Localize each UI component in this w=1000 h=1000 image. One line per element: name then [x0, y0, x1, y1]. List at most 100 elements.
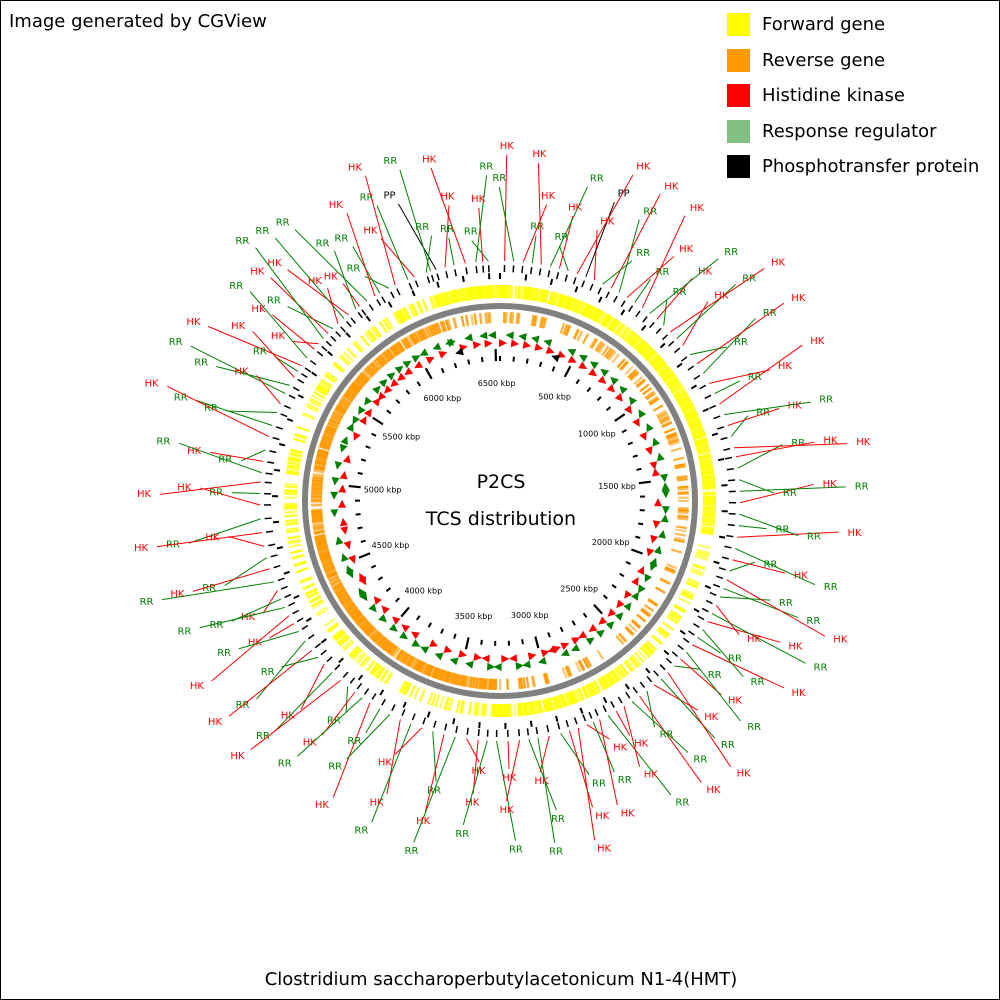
minor-tick — [416, 381, 422, 387]
backbone-ring — [302, 303, 698, 699]
outer-tick — [620, 309, 626, 316]
feature-label-rr: RR — [824, 582, 838, 593]
outer-tick — [357, 674, 364, 681]
forward-gene-mark — [437, 293, 443, 307]
forward-gene-mark — [592, 308, 601, 322]
tcs-marker-hk — [390, 378, 399, 388]
feature-leader-line — [287, 306, 334, 330]
feature-leader-line — [649, 258, 719, 314]
feature-leader-line — [607, 715, 672, 796]
forward-gene-mark — [565, 296, 573, 310]
major-tick — [424, 367, 433, 380]
outer-tick — [426, 711, 431, 718]
forward-gene-mark — [296, 425, 310, 433]
feature-label-hk: HK — [714, 290, 729, 301]
outer-feature-mark — [720, 436, 728, 441]
reverse-gene-mark — [673, 538, 685, 544]
forward-gene-mark — [287, 535, 301, 540]
forward-gene-mark — [403, 306, 412, 320]
tcs-marker-rr — [464, 333, 473, 342]
tick-label: 4500 kbp — [372, 541, 410, 550]
forward-gene-mark — [486, 285, 489, 299]
forward-gene-mark — [289, 449, 303, 455]
forward-gene-mark — [532, 287, 538, 302]
forward-gene-mark — [611, 669, 622, 682]
feature-label-hk: HK — [532, 149, 547, 160]
forward-gene-mark — [675, 392, 688, 402]
forward-gene-mark — [700, 465, 714, 470]
outer-feature-mark — [701, 607, 709, 613]
forward-gene-mark — [625, 659, 636, 671]
reverse-gene-mark — [363, 624, 373, 634]
forward-gene-mark — [589, 682, 598, 695]
forward-gene-mark — [350, 647, 361, 659]
outer-tick — [379, 689, 385, 696]
forward-gene-mark — [600, 313, 610, 326]
outer-feature-mark — [588, 711, 593, 719]
reverse-gene-mark — [647, 395, 659, 404]
forward-gene-mark — [682, 405, 695, 414]
feature-label-hk: HK — [636, 162, 651, 173]
forward-gene-mark — [558, 294, 565, 308]
tcs-marker-hk — [510, 339, 520, 348]
feature-label-rr: RR — [464, 227, 478, 238]
minor-tick — [605, 406, 612, 412]
forward-gene-mark — [287, 538, 301, 544]
forward-gene-mark — [604, 316, 614, 329]
feature-leader-line — [702, 318, 756, 374]
forward-gene-mark — [701, 472, 715, 477]
forward-gene-mark — [691, 428, 705, 436]
tcs-marker-rr — [359, 592, 368, 602]
feature-leader-line — [472, 739, 479, 794]
forward-gene-mark — [570, 690, 577, 704]
tcs-marker-rr — [600, 368, 610, 377]
reverse-gene-mark — [582, 333, 590, 345]
feature-leader-line — [739, 513, 799, 536]
outer-tick — [345, 332, 351, 338]
major-tick — [630, 548, 643, 555]
legend-label-forward-gene: Forward gene — [762, 14, 886, 36]
feature-leader-line — [585, 201, 615, 278]
forward-gene-mark — [301, 413, 315, 421]
feature-leader-line — [300, 664, 325, 710]
outer-feature-mark — [454, 269, 457, 277]
feature-label-hk: HK — [664, 181, 679, 192]
feature-leader-line — [558, 245, 569, 272]
reverse-gene-mark — [411, 658, 419, 669]
forward-gene-mark — [602, 314, 612, 328]
feature-label-rr: RR — [210, 620, 224, 631]
feature-label-rr: RR — [807, 532, 821, 543]
forward-gene-mark — [702, 483, 716, 487]
forward-gene-mark — [479, 285, 484, 299]
forward-gene-mark — [478, 285, 482, 300]
outer-feature-mark — [724, 456, 733, 460]
forward-gene-mark — [670, 383, 683, 393]
forward-gene-mark — [692, 563, 706, 570]
feature-label-hk: HK — [737, 769, 752, 780]
reverse-gene-mark — [509, 312, 513, 324]
feature-label-hk: HK — [187, 446, 202, 457]
forward-gene-mark — [295, 566, 309, 574]
forward-gene-mark — [698, 456, 712, 462]
forward-gene-mark — [429, 295, 437, 309]
tcs-marker-hk — [607, 608, 617, 617]
forward-gene-mark — [332, 362, 345, 373]
outer-tick — [286, 418, 294, 423]
feature-leader-line — [294, 229, 368, 302]
forward-gene-mark — [656, 363, 668, 374]
reverse-gene-mark — [639, 383, 650, 393]
outer-feature-mark — [326, 656, 333, 663]
outer-feature-mark — [356, 682, 363, 690]
forward-gene-mark — [438, 293, 445, 307]
forward-gene-mark — [343, 640, 355, 652]
feature-label-rr: RR — [751, 677, 765, 688]
forward-gene-mark — [522, 286, 526, 300]
reverse-gene-mark — [574, 661, 582, 673]
forward-gene-mark — [627, 333, 638, 345]
forward-gene-mark — [285, 527, 299, 531]
forward-gene-mark — [702, 510, 716, 514]
outer-feature-mark — [526, 728, 530, 736]
forward-gene-mark — [700, 469, 715, 474]
forward-gene-mark — [634, 651, 645, 663]
forward-gene-mark — [605, 673, 614, 686]
